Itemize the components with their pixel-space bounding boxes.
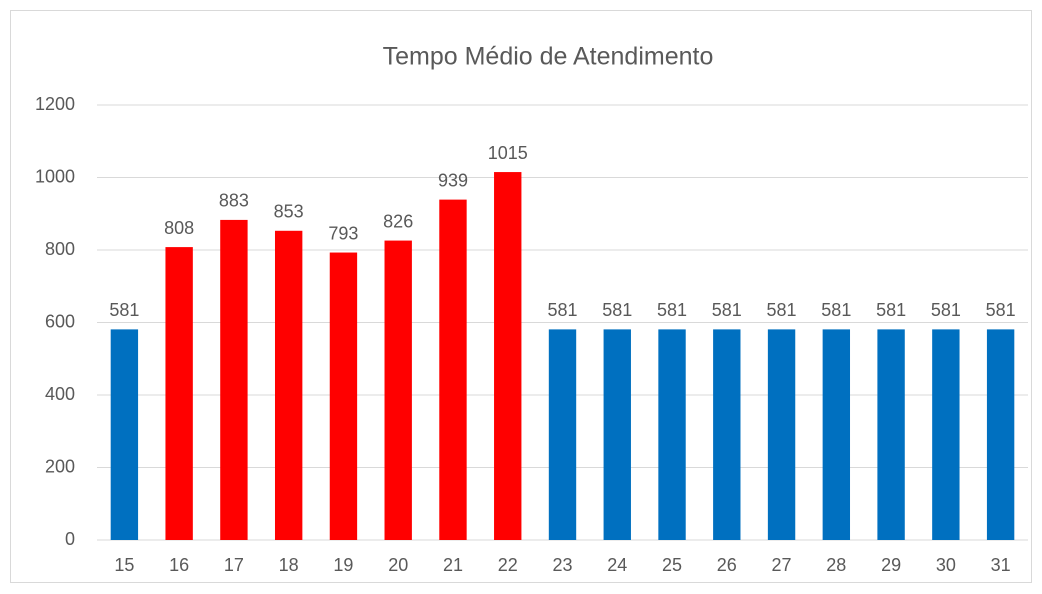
bar <box>165 247 193 540</box>
data-label: 581 <box>547 300 577 320</box>
x-tick-label: 17 <box>224 555 244 575</box>
data-label: 883 <box>219 191 249 211</box>
y-tick-label: 400 <box>45 384 75 404</box>
data-label: 581 <box>821 300 851 320</box>
x-tick-label: 21 <box>443 555 463 575</box>
data-label: 581 <box>712 300 742 320</box>
x-tick-label: 25 <box>662 555 682 575</box>
x-tick-label: 18 <box>279 555 299 575</box>
x-tick-label: 19 <box>333 555 353 575</box>
data-label: 581 <box>986 300 1016 320</box>
bar <box>767 329 796 540</box>
data-label: 581 <box>657 300 687 320</box>
chart-title: Tempo Médio de Atendimento <box>383 43 714 71</box>
x-tick-label: 16 <box>169 555 189 575</box>
bar <box>110 329 139 540</box>
x-tick-label: 28 <box>826 555 846 575</box>
x-tick-label: 23 <box>552 555 572 575</box>
bar <box>603 329 631 540</box>
bar <box>439 199 467 541</box>
data-label: 1015 <box>488 143 528 163</box>
x-tick-label: 24 <box>607 555 627 575</box>
bar <box>274 230 303 540</box>
x-tick-label: 20 <box>388 555 408 575</box>
data-label: 581 <box>602 300 632 320</box>
bar <box>494 172 522 540</box>
y-tick-label: 600 <box>45 311 75 331</box>
bar <box>658 329 686 540</box>
x-tick-label: 30 <box>936 555 956 575</box>
bar <box>986 329 1015 540</box>
x-tick-label: 15 <box>114 555 134 575</box>
y-tick-label: 800 <box>45 239 75 259</box>
data-label: 939 <box>438 170 468 190</box>
data-label: 826 <box>383 211 413 231</box>
bar <box>384 240 412 540</box>
bar <box>329 252 358 540</box>
bar <box>713 329 741 540</box>
y-tick-label: 0 <box>65 529 75 549</box>
data-label: 581 <box>109 300 139 320</box>
x-tick-label: 22 <box>498 555 518 575</box>
bar <box>220 219 248 540</box>
x-tick-label: 26 <box>717 555 737 575</box>
data-label: 808 <box>164 218 194 238</box>
x-tick-label: 27 <box>772 555 792 575</box>
data-label: 581 <box>876 300 906 320</box>
data-label: 853 <box>274 202 304 222</box>
bar <box>932 329 960 540</box>
bar <box>877 329 905 540</box>
bar <box>822 329 851 540</box>
data-label: 581 <box>931 300 961 320</box>
y-tick-label: 200 <box>45 456 75 476</box>
bar <box>548 329 577 540</box>
data-label: 793 <box>328 223 358 243</box>
x-tick-label: 31 <box>991 555 1011 575</box>
y-tick-label: 1200 <box>35 94 75 114</box>
y-tick-label: 1000 <box>35 166 75 186</box>
data-label: 581 <box>767 300 797 320</box>
x-tick-label: 29 <box>881 555 901 575</box>
